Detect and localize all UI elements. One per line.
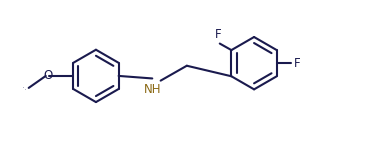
Text: NH: NH (144, 83, 161, 96)
Text: O: O (24, 89, 26, 90)
Text: O: O (43, 69, 52, 82)
Text: F: F (294, 57, 301, 70)
Text: O: O (23, 87, 24, 88)
Text: F: F (215, 28, 222, 41)
